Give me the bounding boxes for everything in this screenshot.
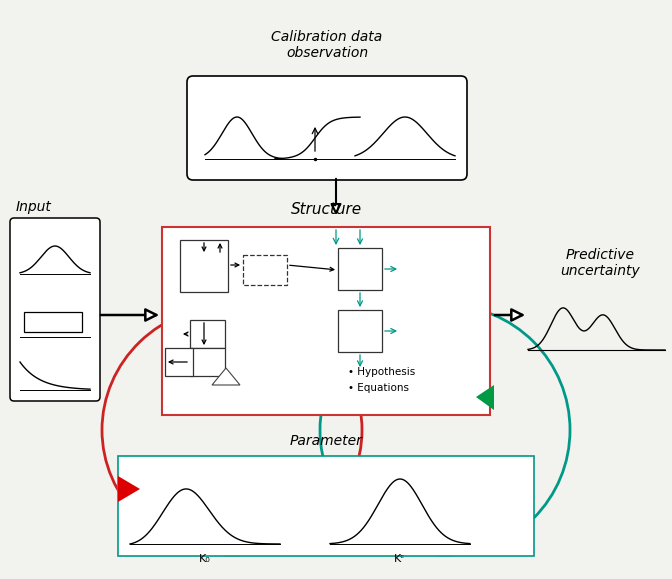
Text: Parameter: Parameter: [290, 434, 362, 448]
Polygon shape: [476, 385, 494, 410]
Bar: [243, 255, 287, 285]
Text: • Hypothesis: • Hypothesis: [348, 367, 415, 377]
Bar: [190, 320, 225, 348]
Text: Structure: Structure: [290, 202, 362, 217]
FancyBboxPatch shape: [10, 218, 100, 401]
Text: Kᶜ: Kᶜ: [394, 554, 406, 564]
Bar: [190, 348, 225, 376]
Bar: [338, 248, 382, 290]
Bar: [165, 348, 193, 376]
Polygon shape: [478, 388, 494, 408]
Bar: [118, 456, 534, 556]
Text: Predictive
uncertainty: Predictive uncertainty: [560, 248, 640, 278]
Bar: [24, 312, 82, 332]
Text: • Equations: • Equations: [348, 383, 409, 393]
FancyBboxPatch shape: [187, 76, 467, 180]
Bar: [338, 310, 382, 352]
Text: K₀: K₀: [199, 554, 211, 564]
Polygon shape: [118, 476, 140, 502]
Text: Calibration data
observation: Calibration data observation: [271, 30, 382, 60]
Text: Input: Input: [16, 200, 52, 214]
Polygon shape: [212, 368, 240, 385]
Bar: [180, 240, 228, 292]
Bar: [162, 227, 490, 415]
